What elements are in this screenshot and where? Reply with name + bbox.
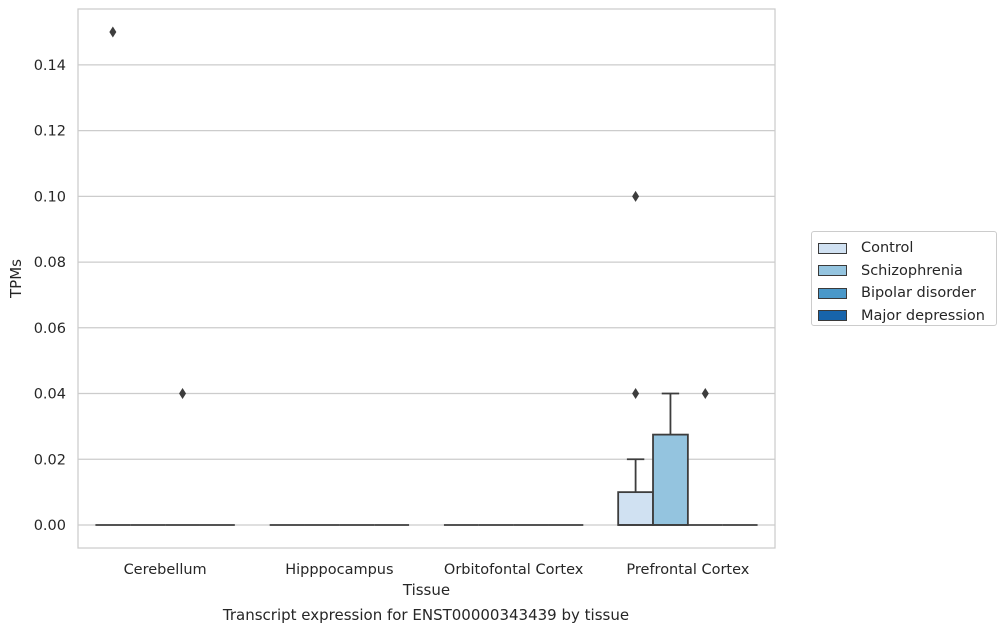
- y-tick-label: 0.02: [34, 452, 66, 468]
- y-tick-label: 0.04: [34, 387, 66, 403]
- legend-label-control: Control: [861, 240, 914, 257]
- outlier-point: [701, 388, 709, 400]
- x-tick-label: Prefrontal Cortex: [626, 562, 749, 578]
- outlier-point: [632, 388, 640, 400]
- outlier-point: [632, 190, 640, 202]
- legend-item-major-depression: Major depression: [818, 305, 996, 328]
- y-gridlines: [78, 64, 775, 526]
- chart-caption: Transcript expression for ENST0000034343…: [222, 606, 630, 624]
- legend: Control Schizophrenia Bipolar disorder M…: [811, 231, 997, 326]
- y-tick-label: 0.12: [34, 124, 66, 140]
- y-tick-labels: 0.00 0.02 0.04 0.06 0.08 0.10 0.12 0.14: [34, 58, 66, 534]
- x-tick-label: Cerebellum: [124, 562, 207, 578]
- legend-label-major-depression: Major depression: [861, 307, 985, 324]
- box-bipolar-disorder: [687, 388, 723, 526]
- x-axis-label: Tissue: [402, 581, 450, 599]
- outlier-point: [109, 26, 117, 38]
- legend-label-bipolar-disorder: Bipolar disorder: [861, 285, 976, 302]
- x-tick-label: Orbitofontal Cortex: [444, 562, 584, 578]
- box-body: [652, 433, 689, 526]
- outlier-point: [179, 388, 187, 400]
- x-tick-labels: Cerebellum Hipppocampus Orbitofontal Corte…: [124, 562, 750, 578]
- y-tick-label: 0.14: [34, 58, 66, 74]
- legend-swatch-bipolar-disorder: [818, 287, 847, 299]
- plot-frame: [77, 8, 776, 549]
- y-tick-label: 0.08: [34, 255, 66, 271]
- box-bipolar-disorder: [165, 388, 200, 526]
- y-axis-label: TPMs: [7, 259, 25, 299]
- legend-swatch-major-depression: [818, 310, 847, 322]
- legend-swatch-schizophrenia: [818, 265, 847, 277]
- x-tick-label: Hipppocampus: [285, 562, 393, 578]
- box-schizophrenia: [652, 392, 689, 526]
- y-tick-label: 0.06: [34, 321, 66, 337]
- y-tick-label: 0.00: [34, 518, 66, 534]
- legend-item-bipolar-disorder: Bipolar disorder: [818, 282, 996, 305]
- box-control: [617, 190, 654, 526]
- legend-item-control: Control: [818, 237, 996, 260]
- legend-label-schizophrenia: Schizophrenia: [861, 262, 963, 279]
- box-control: [95, 26, 131, 526]
- legend-swatch-control: [818, 242, 847, 254]
- y-tick-label: 0.10: [34, 189, 66, 205]
- box-body: [617, 491, 654, 526]
- box-groups: [95, 26, 758, 526]
- legend-item-schizophrenia: Schizophrenia: [818, 260, 996, 283]
